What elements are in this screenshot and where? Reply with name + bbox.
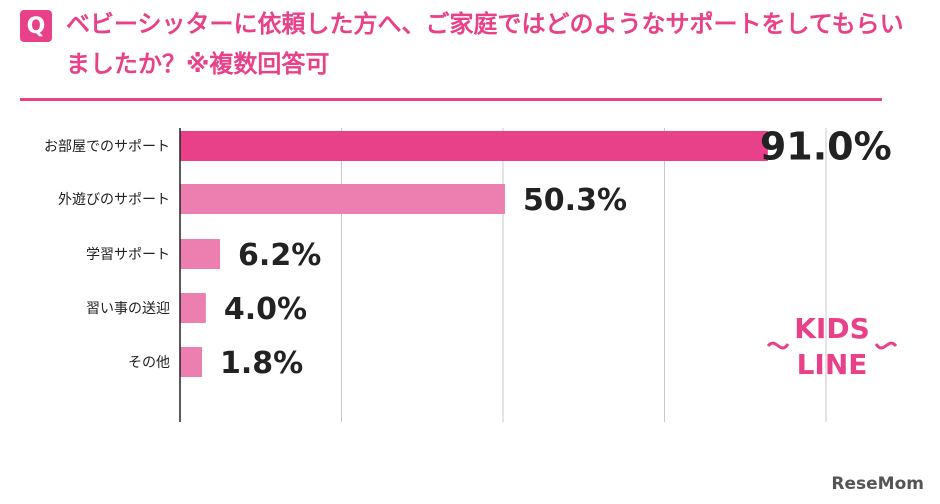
category-label: 習い事の送迎 <box>86 301 170 317</box>
chart-gridlines <box>341 128 827 422</box>
value-label: 4.0% <box>224 292 307 327</box>
logo-line2: LINE <box>797 348 868 381</box>
bar <box>180 184 505 214</box>
logo-swirl-left <box>766 341 790 350</box>
category-label: お部屋でのサポート <box>44 139 170 155</box>
bar <box>180 239 221 269</box>
watermark: ReseMom <box>831 474 924 494</box>
question-badge: Q <box>20 10 52 42</box>
logo-swirl-right <box>874 341 898 350</box>
value-label: 50.3% <box>523 183 627 218</box>
chart-bars <box>180 131 768 377</box>
bar <box>180 293 206 323</box>
category-label: その他 <box>128 355 170 371</box>
bar <box>180 131 768 161</box>
category-label: 外遊びのサポート <box>58 192 170 208</box>
category-label: 学習サポート <box>86 247 170 263</box>
title-divider <box>20 98 882 101</box>
chart-title: ベビーシッターに依頼した方へ、ご家庭ではどのようなサポートをしてもらいましたか？… <box>66 10 904 78</box>
value-label: 6.2% <box>238 238 321 273</box>
bar <box>180 347 202 377</box>
logo-line1: KIDS <box>794 312 870 345</box>
value-label: 1.8% <box>220 346 303 381</box>
value-label: 91.0% <box>760 125 892 169</box>
kids-line-logo: KIDS LINE <box>766 312 898 381</box>
chart-value-labels: 91.0% 50.3% 6.2% 4.0% 1.8% <box>220 125 892 381</box>
